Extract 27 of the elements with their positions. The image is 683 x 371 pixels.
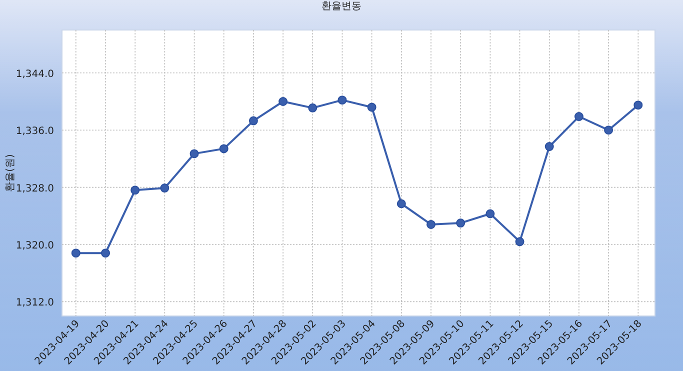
point — [190, 149, 199, 158]
point — [604, 126, 614, 135]
y-tick-label: 1,336.0 — [16, 126, 54, 138]
point — [544, 142, 554, 152]
point — [486, 209, 495, 218]
chart-title: 환율변동 — [322, 1, 362, 12]
point — [130, 186, 140, 195]
point — [219, 144, 228, 154]
point — [426, 220, 436, 229]
y-tick-label: 1,312.0 — [16, 298, 54, 309]
y-tick-label: 1,344.0 — [16, 68, 54, 80]
point — [367, 102, 376, 112]
point — [71, 248, 80, 258]
point — [338, 96, 347, 105]
point — [308, 103, 318, 112]
point — [574, 112, 584, 122]
point — [456, 218, 466, 228]
y-axis-title: 환율(원) — [5, 154, 16, 192]
point — [515, 237, 524, 246]
point — [396, 199, 406, 208]
point — [634, 100, 643, 110]
point — [101, 248, 110, 258]
y-tick-label: 1,328.0 — [16, 183, 54, 194]
y-tick-label: 1,320.0 — [16, 240, 54, 252]
point — [278, 97, 288, 106]
point — [248, 116, 258, 126]
point — [160, 184, 170, 193]
